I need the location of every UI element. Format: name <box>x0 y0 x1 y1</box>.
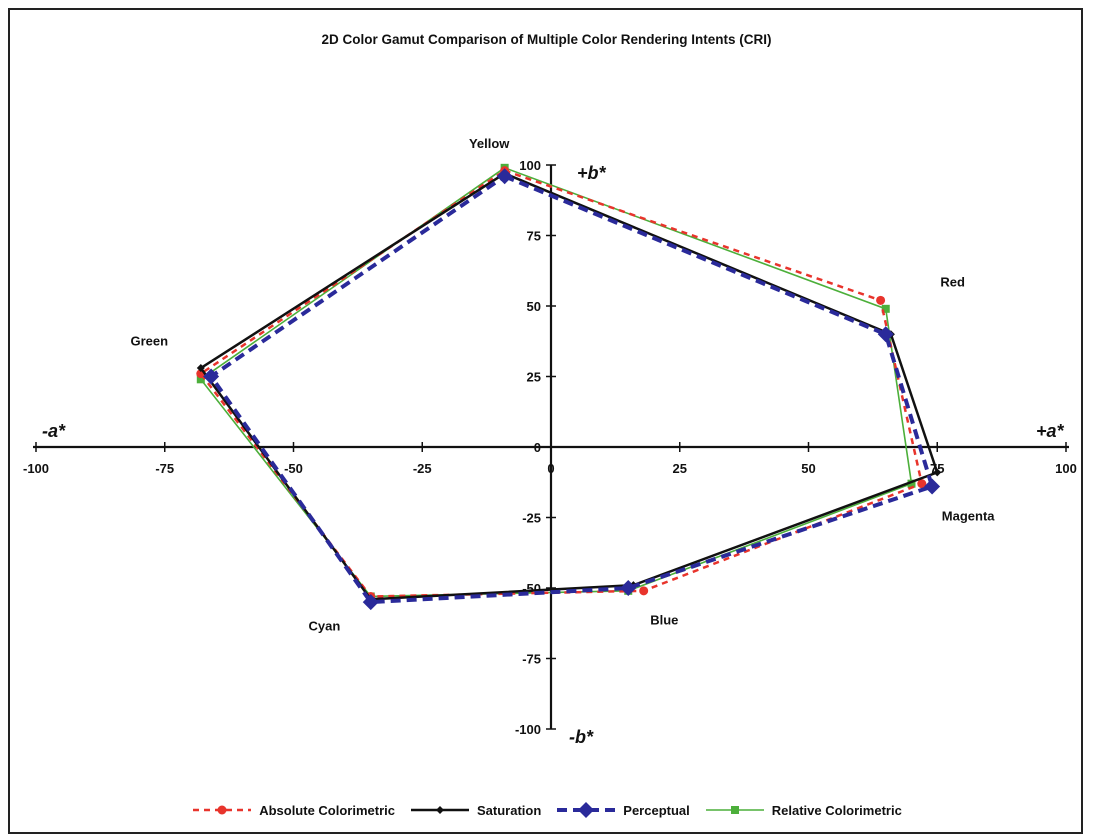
data-point-perceptual <box>496 168 513 185</box>
x-tick-label: 50 <box>801 461 815 476</box>
legend-marker-saturation <box>435 806 444 814</box>
series-line-saturation <box>199 172 939 601</box>
data-point-perceptual <box>362 594 379 611</box>
data-point-relative-colorimetric <box>907 479 916 488</box>
legend-label-relative-colorimetric: Relative Colorimetric <box>771 802 902 818</box>
y-tick-label: -25 <box>522 511 541 526</box>
series-absolute-colorimetric <box>196 166 927 601</box>
legend-swatch-absolute-colorimetric <box>193 805 252 815</box>
y-tick-label: -100 <box>515 722 541 737</box>
x-tick-label: -100 <box>23 461 49 476</box>
legend-marker-absolute-colorimetric <box>217 805 227 815</box>
pos-a-axis-label: +a* <box>1036 421 1065 441</box>
data-point-perceptual <box>203 368 220 385</box>
data-point-absolute-colorimetric <box>876 295 886 305</box>
point-label-yellow: Yellow <box>469 136 510 151</box>
legend-label-perceptual: Perceptual <box>623 802 690 818</box>
series-saturation <box>196 169 942 604</box>
legend-label-saturation: Saturation <box>476 802 542 818</box>
data-point-relative-colorimetric <box>196 375 205 384</box>
data-point-absolute-colorimetric <box>917 479 927 489</box>
series-relative-colorimetric <box>196 163 916 601</box>
y-tick-label: 100 <box>519 158 541 173</box>
legend-item-absolute-colorimetric: Absolute Colorimetric <box>191 802 395 818</box>
chart-frame <box>8 8 1083 834</box>
series-line-perceptual <box>208 174 935 605</box>
series-perceptual <box>203 168 941 611</box>
y-tick-label: 50 <box>527 299 541 314</box>
point-label-blue: Blue <box>650 613 678 628</box>
series-line-relative-colorimetric <box>199 166 913 598</box>
point-label-magenta: Magenta <box>942 508 996 523</box>
data-point-absolute-colorimetric <box>639 586 649 596</box>
y-tick-label: 0 <box>534 440 541 455</box>
legend-swatch-perceptual <box>557 802 616 818</box>
y-tick-label: -75 <box>522 652 541 667</box>
x-tick-label: 100 <box>1055 461 1077 476</box>
x-tick-label: -75 <box>155 461 174 476</box>
legend-swatch-relative-colorimetric <box>705 806 764 814</box>
point-label-cyan: Cyan <box>309 618 341 633</box>
y-tick-label: 25 <box>527 370 541 385</box>
x-tick-label: -25 <box>413 461 432 476</box>
legend-marker-relative-colorimetric <box>730 806 739 814</box>
point-label-red: Red <box>940 274 965 289</box>
x-tick-label: 0 <box>547 461 554 476</box>
pos-b-axis-label: +b* <box>577 163 607 183</box>
x-tick-label: 25 <box>673 461 687 476</box>
neg-b-axis-label: -b* <box>569 727 594 747</box>
point-label-green: Green <box>131 333 169 348</box>
data-point-perceptual <box>877 326 894 343</box>
chart-title: 2D Color Gamut Comparison of Multiple Co… <box>321 32 772 47</box>
chart-legend: Absolute Colorimetric Saturation Perceptua… <box>0 802 1093 818</box>
x-tick-label: -50 <box>284 461 303 476</box>
legend-item-relative-colorimetric: Relative Colorimetric <box>704 802 902 818</box>
series-line-absolute-colorimetric <box>198 169 924 598</box>
data-point-perceptual <box>924 478 941 495</box>
y-tick-label: 75 <box>527 229 541 244</box>
data-point-perceptual <box>620 580 637 596</box>
legend-item-perceptual: Perceptual <box>555 802 690 818</box>
legend-label-absolute-colorimetric: Absolute Colorimetric <box>259 802 395 818</box>
neg-a-axis-label: -a* <box>42 421 66 441</box>
data-point-saturation <box>196 364 205 373</box>
data-point-saturation <box>933 468 942 477</box>
legend-marker-perceptual <box>578 802 595 818</box>
legend-swatch-saturation <box>410 806 469 814</box>
data-point-relative-colorimetric <box>881 304 890 313</box>
legend-item-saturation: Saturation <box>409 802 541 818</box>
